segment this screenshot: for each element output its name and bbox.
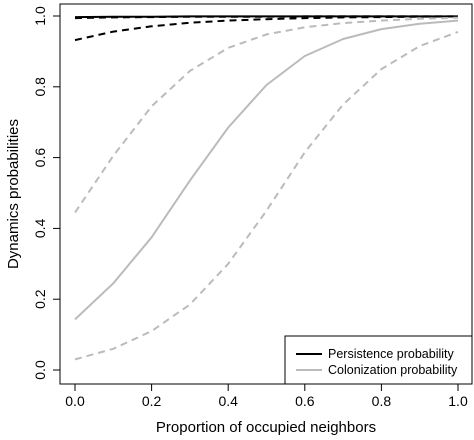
y-tick-label: 0.8 — [32, 77, 48, 97]
series-layer — [74, 15, 459, 361]
legend-box — [284, 335, 473, 385]
persistence-ci-line-2 — [74, 15, 459, 42]
x-tick-label: 0.8 — [372, 393, 392, 409]
y-axis: 0.0 0.2 0.4 0.6 0.8 1.0 — [32, 6, 60, 380]
y-tick-label: 0.6 — [32, 148, 48, 168]
x-axis: 0.0 0.2 0.4 0.6 0.8 1.0 — [65, 384, 468, 409]
x-tick-label: 0.6 — [295, 393, 315, 409]
legend-label-colonization: Colonization probability — [328, 363, 458, 377]
y-tick-label: 1.0 — [32, 6, 48, 26]
x-tick-label: 0.2 — [142, 393, 162, 409]
x-axis-label: Proportion of occupied neighbors — [156, 419, 376, 436]
x-tick-label: 1.0 — [448, 393, 468, 409]
colonization-line — [74, 19, 459, 321]
y-tick-label: 0.0 — [32, 360, 48, 380]
y-tick-label: 0.2 — [32, 289, 48, 309]
persistence-ci-line-1 — [74, 15, 458, 20]
colonization-ci-line-1 — [74, 16, 459, 214]
legend-label-persistence: Persistence probability — [328, 347, 455, 361]
y-tick-label: 0.4 — [32, 218, 48, 238]
x-tick-label: 0.4 — [218, 393, 238, 409]
x-tick-label: 0.0 — [65, 393, 85, 409]
y-axis-label: Dynamics probabilities — [5, 119, 22, 269]
legend: Persistence probability Colonization pro… — [284, 335, 473, 385]
colonization-ci-line-2 — [74, 30, 459, 361]
plot-frame — [59, 3, 473, 385]
